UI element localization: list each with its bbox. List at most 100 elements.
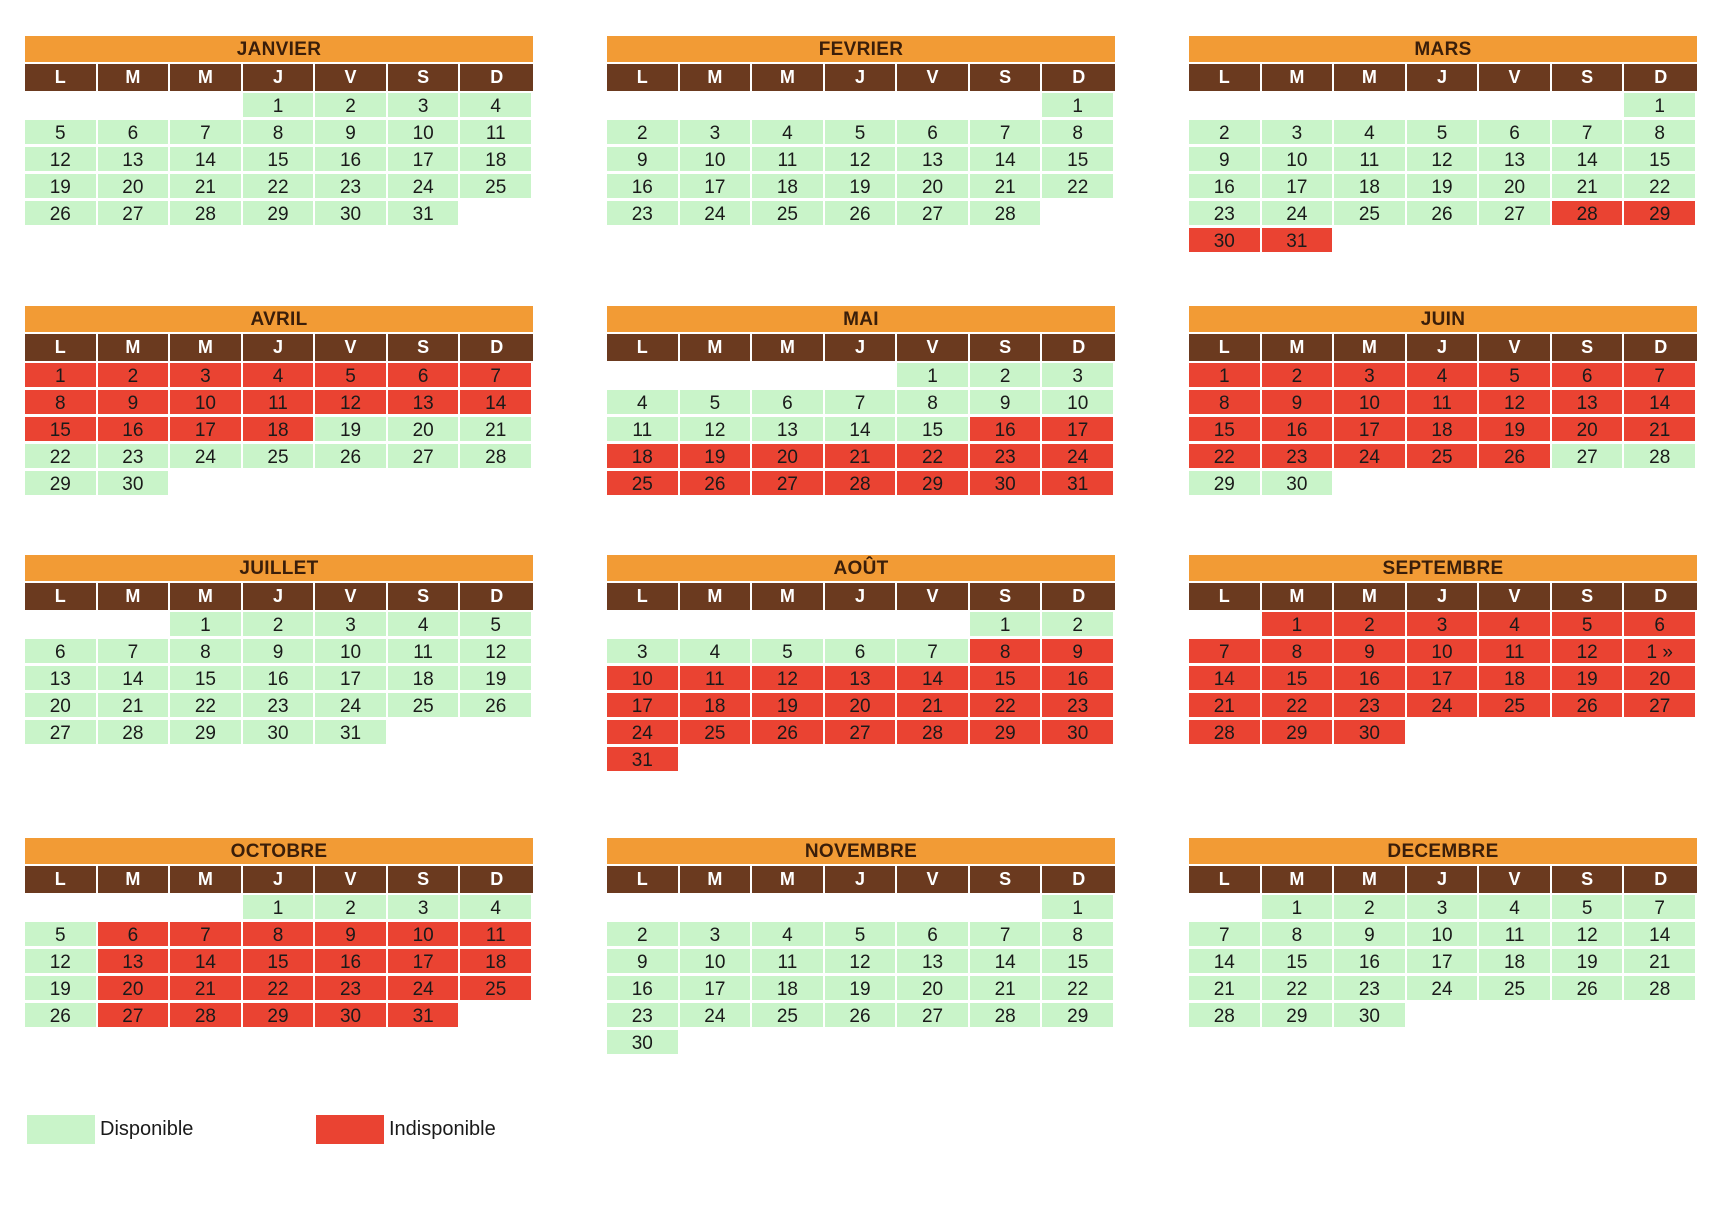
day-cell-unavailable: 19	[679, 444, 753, 471]
day-cell-available: 4	[607, 390, 680, 417]
day-cell-available: 21	[969, 976, 1043, 1003]
weekday-label: D	[1072, 67, 1086, 87]
day-cell-available: 9	[607, 949, 680, 976]
day-cell-unavailable: 10	[1406, 639, 1480, 666]
day-cell-available: 18	[1479, 949, 1552, 976]
day-cell-unavailable: 13	[97, 949, 171, 976]
day-cell-available: 24	[1406, 976, 1480, 1003]
month-1: JANVIER L M M J V S D 1 2 3 4 5 6 7 8 9 10 11 12 13 14 15 16 17 1…	[25, 36, 533, 228]
weekday-label: L	[1189, 866, 1262, 893]
day-cell-available: 21	[1624, 949, 1697, 976]
day-cell-available: 3	[387, 895, 461, 922]
day-cell-unavailable: 21	[1189, 693, 1262, 720]
weekday-label: J	[825, 583, 898, 610]
day-cell-unavailable: 27	[824, 720, 898, 747]
day-cell-available: 4	[752, 120, 825, 147]
day-cell-available: 3	[387, 93, 461, 120]
weekday-label: M	[1334, 64, 1407, 91]
day-cell-unavailable: 17	[1042, 417, 1115, 444]
day-cell-available: 29	[1189, 471, 1262, 498]
weekday-label: S	[1552, 334, 1625, 361]
empty-cell	[897, 895, 970, 922]
weekday-label: L	[607, 334, 680, 361]
day-cell-available: 29	[25, 471, 98, 498]
weekday-label: V	[1479, 334, 1552, 361]
day-cell-unavailable: 8	[1189, 390, 1262, 417]
day-cell-available: 5	[824, 922, 898, 949]
day-cell-available: 5	[1551, 895, 1625, 922]
day-cell-unavailable: 28	[1551, 201, 1625, 228]
day-cell-available: 16	[1334, 949, 1407, 976]
day-cell-available: 23	[315, 174, 388, 201]
day-cell-available: 24	[679, 1003, 753, 1030]
day-cell-available: 10	[679, 147, 753, 174]
weekday-label: M	[170, 334, 243, 361]
day-cell-unavailable: 13	[824, 666, 898, 693]
day-cell-available: 7	[969, 120, 1043, 147]
weekday-label: J	[243, 64, 316, 91]
empty-cell	[607, 612, 680, 639]
day-cell-unavailable: 26	[1551, 693, 1625, 720]
day-cell-available: 13	[752, 417, 825, 444]
day-cell-available: 27	[1551, 444, 1625, 471]
weekday-label: D	[1072, 869, 1086, 889]
empty-cell	[824, 363, 898, 390]
weekday-label: M	[98, 64, 171, 91]
day-cell-available: 28	[969, 201, 1043, 228]
month-4: AVRIL L M M J V S D 1 2 3 4 5 6 7 8 9 10 11 12 13 14 15 16 17 18 1…	[25, 306, 533, 498]
day-cell-available: 14	[1189, 949, 1262, 976]
legend-unavailable-swatch	[316, 1115, 384, 1144]
empty-cell	[1406, 93, 1480, 120]
day-cell-available: 12	[460, 639, 533, 666]
weekday-label: S	[970, 866, 1043, 893]
day-cell-available: 28	[1624, 444, 1697, 471]
day-cell-available: 2	[242, 612, 316, 639]
weekday-label: D	[1654, 337, 1668, 357]
weekday-label: M	[1262, 334, 1335, 361]
day-cell-unavailable: 6	[97, 922, 171, 949]
day-cell-available: 1	[1624, 93, 1697, 120]
day-cell-available: 1	[1042, 895, 1115, 922]
day-cell-unavailable: 14	[1189, 666, 1262, 693]
empty-cell	[607, 895, 680, 922]
day-cell-available: 20	[1479, 174, 1552, 201]
day-cell-unavailable: 13	[1551, 390, 1625, 417]
day-cell-available: 19	[460, 666, 533, 693]
weekday-label: M	[1262, 64, 1335, 91]
day-cell-available: 12	[25, 949, 98, 976]
weekday-label: V	[315, 866, 388, 893]
day-cell-available: 8	[1042, 120, 1115, 147]
weekday-label: J	[825, 334, 898, 361]
empty-cell	[752, 93, 825, 120]
weekday-label: M	[1334, 866, 1407, 893]
day-cell-unavailable: 24	[1406, 693, 1480, 720]
day-cell-available: 23	[242, 693, 316, 720]
weekday-label: L	[607, 583, 680, 610]
day-cell-available: 20	[387, 417, 461, 444]
day-cell-available: 3	[1406, 895, 1480, 922]
day-cell-available: 30	[1334, 1003, 1407, 1030]
day-cell-available: 10	[315, 639, 388, 666]
day-cell-unavailable: 18	[1406, 417, 1480, 444]
day-cell-available: 5	[679, 390, 753, 417]
empty-cell	[752, 363, 825, 390]
empty-cell	[170, 93, 243, 120]
month-10: OCTOBRE L M M J V S D 1 2 3 4 5 6 7 8 9 10 11 12 13 14 15 16 17 1…	[25, 838, 533, 1030]
day-cell-available: 9	[1334, 922, 1407, 949]
month-title: JUILLET	[25, 555, 533, 581]
day-cell-available: 19	[315, 417, 388, 444]
day-cell-available: 6	[824, 639, 898, 666]
day-cell-available: 3	[607, 639, 680, 666]
day-cell-unavailable: 1	[1261, 612, 1335, 639]
month-8: AOÛT L M M J V S D 1 2 3 4 5 6 7 8 9 10 11 12 13 14 15 16 17 18 19…	[607, 555, 1115, 774]
day-cell-available: 9	[607, 147, 680, 174]
day-cell-available: 19	[824, 976, 898, 1003]
day-cell-available: 7	[897, 639, 970, 666]
empty-cell	[607, 363, 680, 390]
day-cell-unavailable: 11	[1406, 390, 1480, 417]
day-cell-available: 23	[1189, 201, 1262, 228]
weekday-label: J	[825, 64, 898, 91]
